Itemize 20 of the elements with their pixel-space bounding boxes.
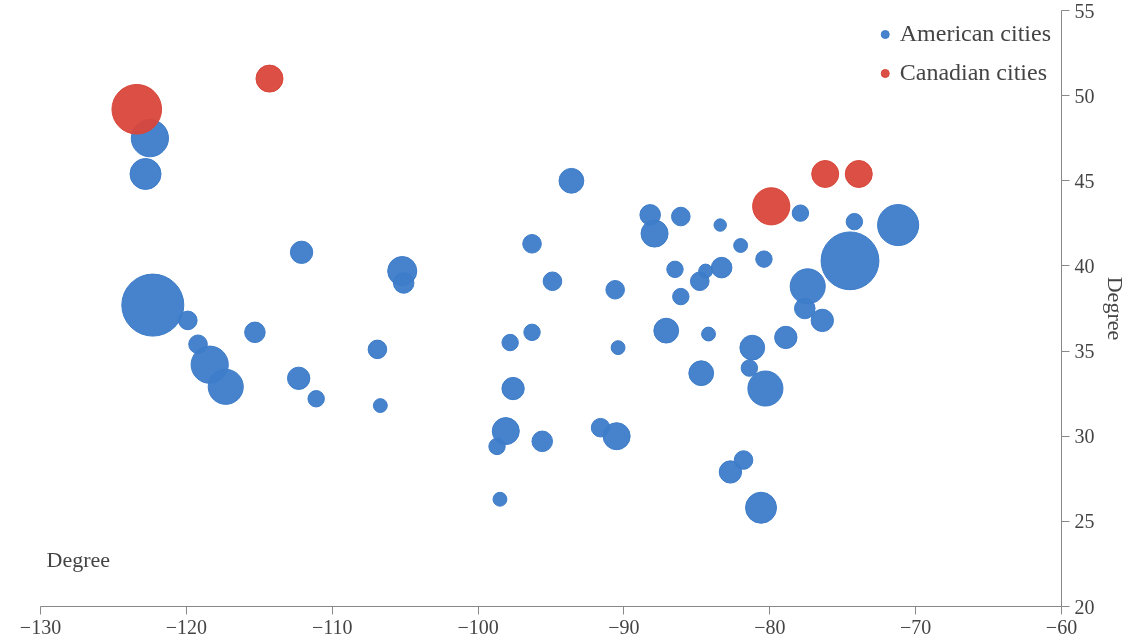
y-tick-label: 20 bbox=[1074, 595, 1095, 618]
y-tick-label: 55 bbox=[1074, 0, 1095, 22]
y-tick-label: 40 bbox=[1074, 254, 1095, 277]
x-tick-label: −110 bbox=[311, 615, 353, 638]
x-tick-label: −60 bbox=[1045, 615, 1078, 638]
legend-label: Canadian cities bbox=[899, 59, 1048, 86]
x-tick-label: −100 bbox=[457, 615, 499, 638]
y-tick-label: 50 bbox=[1074, 84, 1095, 107]
x-tick-label: −70 bbox=[900, 615, 932, 638]
x-tick-label: −90 bbox=[608, 615, 640, 638]
y-axis-title: Degree bbox=[1102, 276, 1128, 341]
y-tick-label: 25 bbox=[1074, 510, 1095, 533]
x-tick-label: −120 bbox=[165, 615, 207, 638]
y-tick-label: 45 bbox=[1074, 169, 1095, 192]
legend-label: American cities bbox=[899, 20, 1051, 47]
x-tick-label: −130 bbox=[19, 615, 62, 638]
x-tick-label: −80 bbox=[754, 615, 786, 638]
y-tick-label: 35 bbox=[1074, 340, 1095, 363]
y-tick-label: 30 bbox=[1074, 425, 1095, 448]
x-axis-title: Degree bbox=[46, 546, 111, 572]
